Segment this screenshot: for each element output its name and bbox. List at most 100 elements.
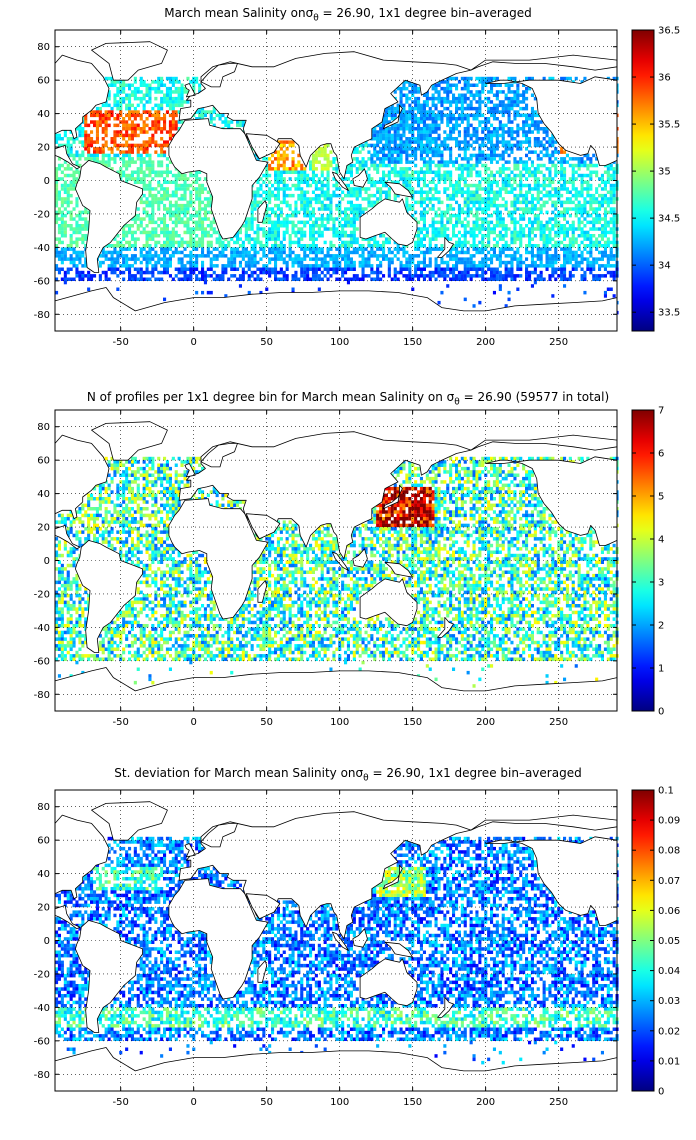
data-cell [303, 193, 307, 198]
data-cell [455, 180, 459, 184]
data-cell [75, 244, 79, 248]
data-cell [171, 103, 175, 108]
data-cell [487, 237, 491, 241]
data-cell [262, 227, 266, 231]
data-cell [294, 183, 298, 188]
data-cell [536, 250, 540, 255]
data-cell [133, 260, 137, 265]
data-cell [128, 137, 132, 141]
data-cell [107, 113, 111, 118]
data-cell [361, 237, 365, 241]
data-cell [139, 250, 143, 255]
data-cell [93, 153, 97, 158]
data-cell [563, 177, 567, 181]
data-cell [428, 113, 432, 118]
data-cell [431, 120, 435, 124]
data-cell [314, 193, 318, 198]
data-cell [525, 264, 529, 268]
data-cell [609, 177, 613, 181]
data-cell [206, 247, 210, 251]
data-cell [484, 234, 488, 238]
data-cell [320, 183, 324, 188]
data-cell [536, 137, 540, 141]
data-cell [309, 167, 313, 171]
data-cell [507, 120, 511, 124]
data-cell [218, 250, 222, 255]
data-cell [271, 183, 275, 188]
data-cell [492, 193, 496, 198]
data-cell [247, 140, 251, 144]
data-cell [145, 83, 149, 87]
data-cell [598, 207, 602, 211]
data-cell [373, 180, 377, 184]
data-cell [399, 177, 403, 181]
data-cell [595, 210, 599, 215]
data-cell [180, 83, 184, 87]
data-cell [192, 230, 196, 235]
data-cell [580, 220, 584, 225]
data-cell [142, 227, 146, 231]
data-cell [530, 207, 534, 211]
data-cell [434, 237, 438, 241]
data-cell [297, 180, 301, 184]
data-cell [475, 100, 479, 104]
data-cell [595, 247, 599, 251]
data-cell [513, 160, 517, 164]
data-cell [344, 250, 348, 255]
data-cell [209, 210, 213, 215]
data-cell [233, 260, 237, 265]
data-cell [122, 123, 126, 128]
data-cell [422, 200, 426, 205]
data-cell [481, 207, 485, 211]
data-cell [563, 157, 567, 161]
data-cell [460, 244, 464, 248]
data-cell [165, 207, 169, 211]
data-cell [405, 200, 409, 205]
data-cell [107, 83, 111, 87]
data-cell [472, 167, 476, 171]
data-cell [437, 207, 441, 211]
data-cell [437, 113, 441, 118]
data-cell [609, 254, 613, 258]
data-cell [536, 130, 540, 134]
data-cell [504, 224, 508, 228]
data-cell [130, 157, 134, 161]
data-cell [125, 234, 129, 238]
data-cell [563, 250, 567, 255]
data-cell [326, 177, 330, 181]
data-cell [379, 264, 383, 268]
data-cell [417, 260, 421, 265]
data-cell [402, 254, 406, 258]
data-cell [598, 217, 602, 221]
data-cell [455, 217, 459, 221]
data-cell [84, 147, 88, 151]
data-cell [288, 247, 292, 251]
data-cell [539, 157, 543, 161]
data-cell [452, 267, 456, 271]
data-cell [501, 90, 505, 94]
data-cell [151, 264, 155, 268]
data-cell [422, 224, 426, 228]
data-cell [163, 213, 167, 218]
data-cell [484, 167, 488, 171]
data-cell [163, 217, 167, 221]
data-cell [122, 247, 126, 251]
data-cell [495, 170, 499, 174]
data-cell [55, 217, 59, 221]
data-cell [93, 120, 97, 124]
data-cell [151, 257, 155, 261]
data-cell [446, 227, 450, 231]
data-cell [346, 177, 350, 181]
data-cell [55, 177, 59, 181]
data-cell [285, 227, 289, 231]
data-cell [171, 106, 175, 111]
data-cell [329, 150, 333, 154]
data-cell [87, 157, 91, 161]
data-cell [160, 257, 164, 261]
data-cell [72, 247, 76, 251]
data-cell [455, 200, 459, 205]
data-cell [168, 200, 172, 205]
data-cell [466, 267, 470, 271]
data-cell [440, 244, 444, 248]
data-cell [367, 260, 371, 265]
